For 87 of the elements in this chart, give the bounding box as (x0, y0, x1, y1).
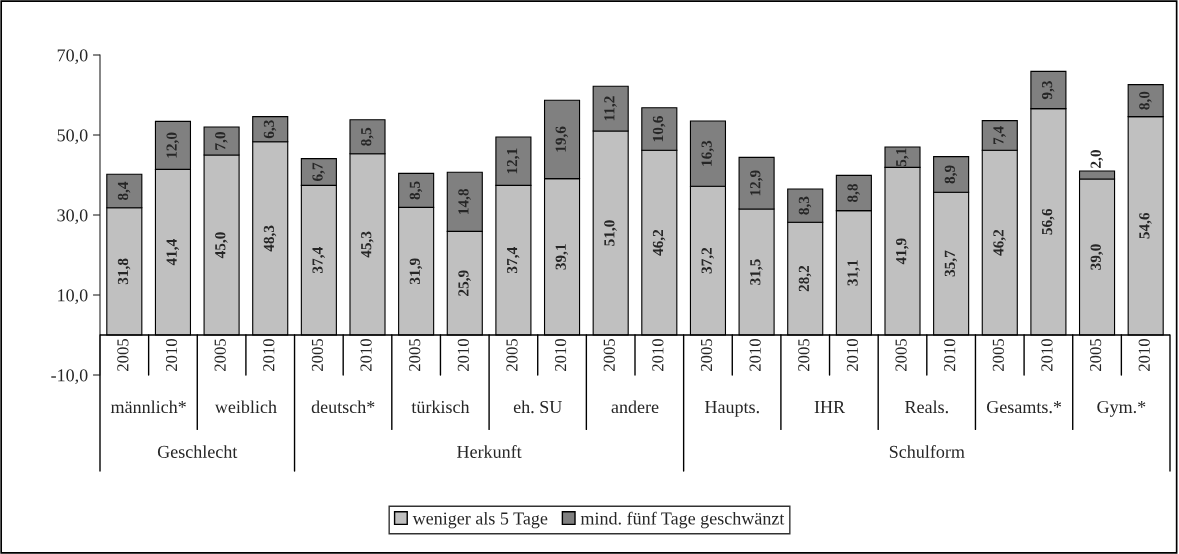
data-label: 46,2 (652, 229, 666, 256)
data-label: 6,3 (263, 120, 277, 139)
x-tick-label: 2010 (360, 338, 372, 371)
data-label: 37,4 (312, 247, 325, 273)
data-label: 16,3 (701, 140, 714, 166)
data-label: 8,3 (798, 196, 812, 215)
data-label: 10,6 (652, 116, 666, 142)
text: Schulform (889, 445, 965, 458)
y-tick-label: 30,0 (57, 209, 88, 225)
y-tick-label: -10,0 (51, 369, 88, 385)
data-label: 8,5 (409, 181, 423, 200)
data-label: 7,4 (993, 126, 1006, 145)
x-tick-label: 2005 (1089, 338, 1102, 371)
data-label: 31,5 (750, 259, 763, 285)
x-tick-label: 2010 (263, 338, 275, 371)
data-label: 31,1 (847, 260, 860, 286)
data-label: 37,2 (701, 247, 714, 274)
data-label: 46,2 (993, 229, 1006, 256)
text: Haupts. (704, 401, 759, 417)
x-tick-label: 2010 (457, 338, 469, 371)
data-label: 45,0 (215, 232, 228, 259)
data-label: 31,9 (409, 258, 423, 284)
text: Reals. (905, 400, 948, 414)
text: deutsch* (311, 400, 375, 414)
text: IHR (814, 401, 846, 413)
text: andere (611, 400, 659, 414)
x-tick-label: 2005 (895, 338, 907, 371)
data-label: 39,0 (1090, 244, 1104, 270)
x-tick-label: 2010 (652, 338, 664, 371)
data-label: 14,8 (458, 188, 471, 214)
data-label: 25,9 (458, 270, 471, 296)
data-label: 7,0 (215, 132, 228, 150)
data-label: 19,6 (555, 126, 569, 152)
x-tick-label: 2010 (1138, 338, 1150, 371)
data-label: 8,9 (944, 165, 958, 184)
data-label: 35,7 (944, 250, 958, 277)
x-tick-label: 2010 (1041, 338, 1053, 371)
x-tick-label: 2005 (311, 338, 324, 371)
text: weiblich (214, 400, 277, 414)
x-tick-label: 2010 (944, 338, 956, 371)
data-label: 51,0 (604, 220, 617, 246)
legend-label: mind. fünf Tage geschwänzt (580, 511, 785, 529)
data-label: 8,8 (847, 183, 860, 203)
data-label: 56,6 (1041, 208, 1055, 235)
x-tick-label: 2005 (603, 338, 615, 371)
x-tick-label: 2005 (214, 338, 226, 371)
data-label: 41,9 (896, 238, 909, 265)
y-tick-label: 10,0 (58, 289, 88, 305)
data-label: 28,2 (798, 265, 812, 292)
x-tick-label: 2005 (992, 338, 1004, 371)
data-label: 54,6 (1139, 212, 1152, 239)
legend-label: weniger als 5 Tage (412, 511, 548, 529)
data-label: 8,0 (1139, 91, 1152, 110)
data-label: 37,4 (506, 247, 520, 273)
data-label: 11,2 (604, 96, 617, 121)
x-tick-label: 2010 (165, 338, 178, 371)
x-tick-label: 2005 (506, 338, 518, 371)
text: eh. SU (513, 400, 562, 414)
data-label: 41,4 (166, 239, 179, 266)
data-label: 31,8 (117, 258, 131, 285)
data-label: 12,1 (506, 148, 520, 174)
x-tick-label: 2005 (117, 338, 129, 371)
data-label: 2,0 (1090, 150, 1104, 168)
data-label: 12,9 (750, 170, 763, 196)
x-tick-label: 2010 (846, 338, 859, 371)
data-label: 5,1 (896, 148, 909, 167)
text: Gym.* (1097, 400, 1146, 417)
data-label: 6,7 (312, 162, 325, 182)
x-tick-label: 2005 (700, 338, 713, 371)
data-label: 45,3 (361, 231, 374, 258)
data-label: 8,5 (361, 127, 374, 146)
x-tick-label: 2010 (749, 338, 761, 371)
data-label: 12,0 (166, 132, 179, 158)
text: männlich* (110, 400, 186, 414)
y-tick-label: 50,0 (57, 129, 88, 145)
x-tick-label: 2010 (554, 338, 567, 371)
data-label: 48,3 (263, 225, 277, 252)
text: Gesamts.* (986, 400, 1062, 414)
text: Herkunft (457, 445, 522, 458)
data-label: 8,4 (117, 181, 131, 201)
data-label: 39,1 (555, 244, 569, 270)
text: Geschlecht (157, 445, 238, 458)
text: türkisch (411, 400, 470, 414)
x-tick-label: 2005 (409, 338, 421, 371)
y-tick-label: 70,0 (57, 49, 88, 65)
x-tick-label: 2005 (798, 338, 810, 371)
data-label: 9,3 (1041, 80, 1055, 100)
